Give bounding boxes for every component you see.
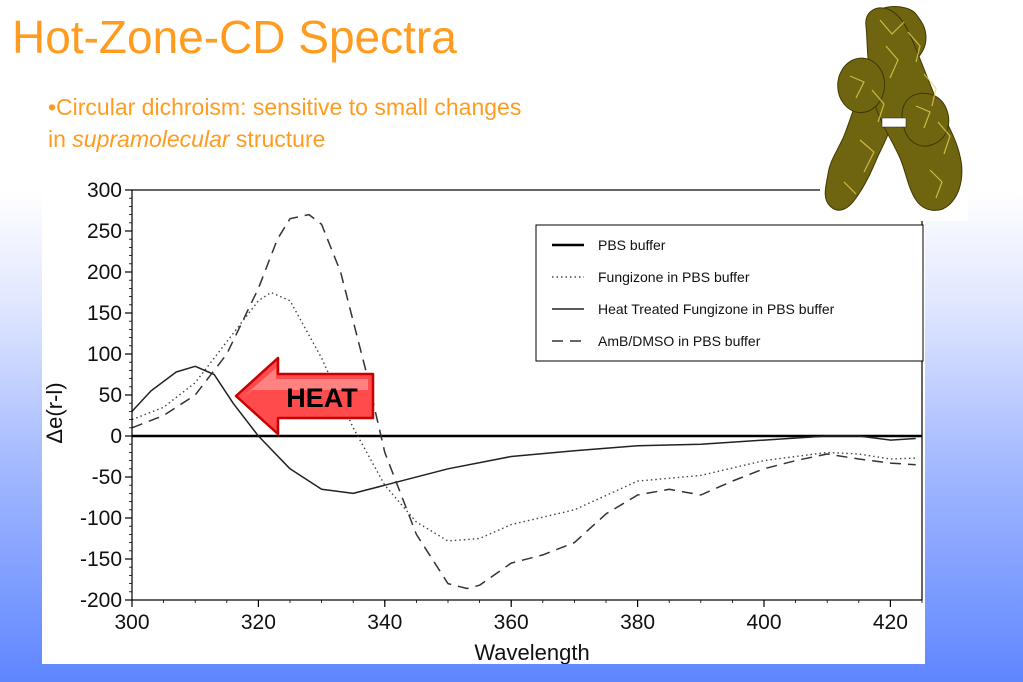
x-tick-label: 420 xyxy=(873,611,908,634)
legend-label-2: Fungizone in PBS buffer xyxy=(598,269,750,285)
x-axis-label: Wavelength xyxy=(474,640,589,664)
y-tick-label: 150 xyxy=(87,302,122,325)
bullet-line-2-start: in xyxy=(48,125,73,152)
white-marker xyxy=(881,117,907,128)
series-line-3 xyxy=(131,365,916,495)
x-tick-label: 400 xyxy=(746,611,781,634)
bullet-line-1: •Circular dichroism: sensitive to small … xyxy=(48,94,522,120)
bullet-italic-word: supramolecular xyxy=(72,125,230,152)
x-tick-label: 380 xyxy=(620,611,655,634)
x-tick-label: 320 xyxy=(241,611,276,634)
y-tick-label: -50 xyxy=(92,466,122,489)
y-tick-label: 300 xyxy=(87,179,122,202)
heat-arrow-highlight xyxy=(244,368,368,396)
legend-box xyxy=(535,224,924,362)
x-tick-label: 360 xyxy=(494,611,529,634)
x-tick-label: 300 xyxy=(114,611,149,634)
bullet-line-2-end: structure xyxy=(229,125,326,152)
y-tick-label: 250 xyxy=(87,220,122,243)
x-tick-label: 340 xyxy=(367,611,402,634)
y-axis-label: Δe(r-l) xyxy=(42,382,67,443)
legend-label-4: AmB/DMSO in PBS buffer xyxy=(598,333,761,349)
heat-arrow-label: HEAT xyxy=(286,383,358,413)
molecule-image xyxy=(820,0,968,221)
series-line-4 xyxy=(131,213,916,590)
chart-panel: 300 250 200 150 100 50 0 -50 -100 -150 -200 300 320 3… xyxy=(42,178,925,665)
y-tick-label: -150 xyxy=(80,548,122,571)
legend-label-3: Heat Treated Fungizone in PBS buffer xyxy=(598,301,835,317)
y-tick-label: 200 xyxy=(87,261,122,284)
y-tick-label: 0 xyxy=(110,425,122,448)
y-tick-label: 100 xyxy=(87,343,122,366)
molecule-surface-icon xyxy=(824,6,963,211)
y-tick-label: -100 xyxy=(80,507,122,530)
bullet-text: •Circular dichroism: sensitive to small … xyxy=(48,92,698,155)
slide-title: Hot-Zone-CD Spectra xyxy=(12,11,457,63)
y-tick-label: -200 xyxy=(80,589,122,612)
y-tick-label: 50 xyxy=(99,384,122,407)
legend-label-1: PBS buffer xyxy=(598,237,666,253)
